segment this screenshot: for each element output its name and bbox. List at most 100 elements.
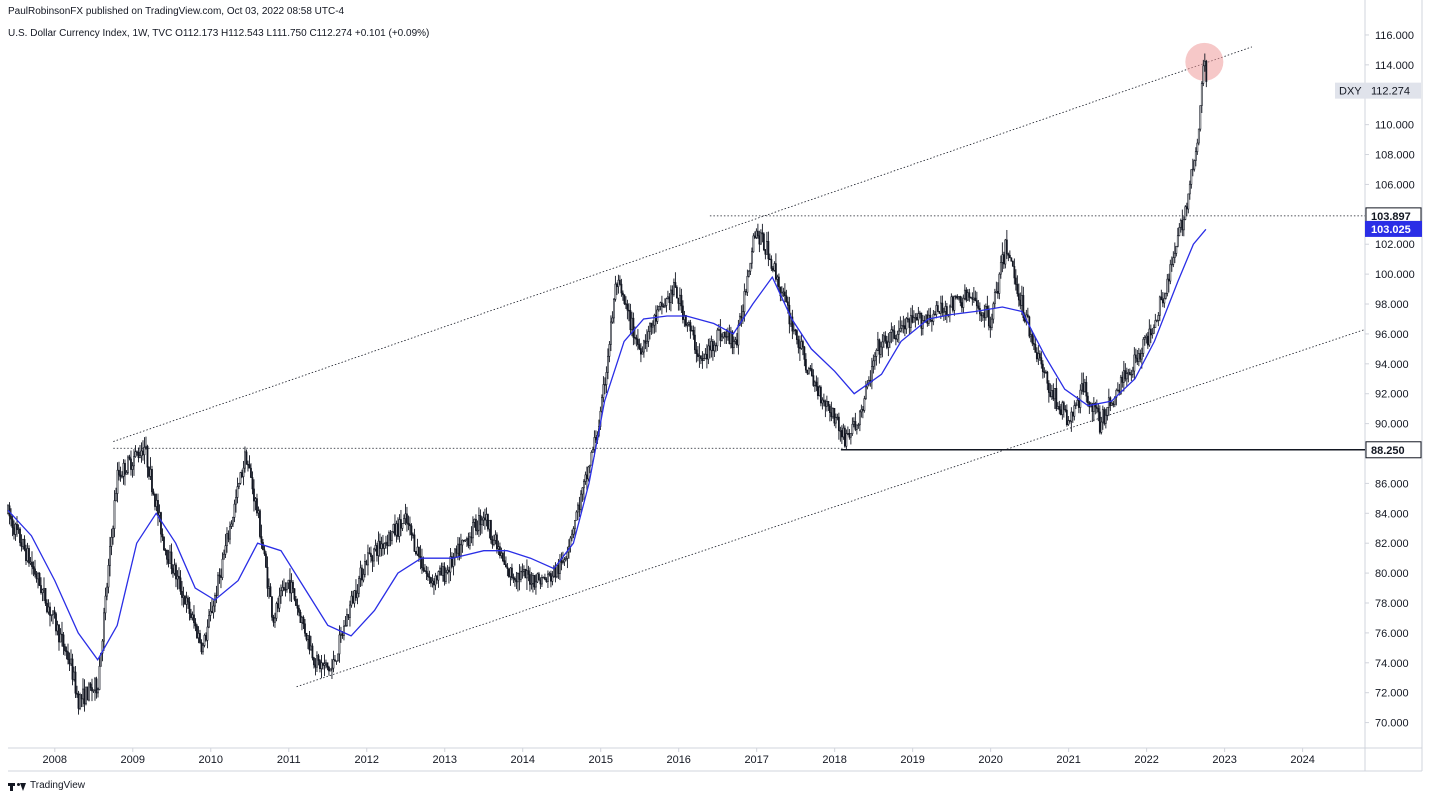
candle-body xyxy=(379,540,381,549)
candle-body xyxy=(127,456,129,473)
candle-body xyxy=(686,323,689,326)
candle-body xyxy=(960,302,963,308)
candle-body xyxy=(870,366,873,383)
candle-body xyxy=(767,241,770,260)
candle-body xyxy=(491,539,494,545)
candle-body xyxy=(705,353,708,360)
footer-brand[interactable]: TradingView xyxy=(8,780,85,791)
candle-body xyxy=(427,573,429,577)
candle-body xyxy=(460,544,462,557)
candle-body xyxy=(864,386,867,399)
candle-body xyxy=(917,313,920,321)
candle-body xyxy=(998,273,1001,294)
candle-body xyxy=(1166,278,1169,294)
candle-body xyxy=(364,561,366,575)
candle-body xyxy=(37,572,39,580)
candle-body xyxy=(584,474,587,482)
candle-body xyxy=(629,310,632,331)
candle-body xyxy=(875,349,878,357)
lower-channel[interactable] xyxy=(296,329,1366,688)
y-tick-label: 76.000 xyxy=(1375,628,1409,640)
candle-body xyxy=(1035,352,1038,360)
candle-body xyxy=(698,355,701,357)
candle-body xyxy=(362,574,365,581)
candle-body xyxy=(1079,389,1082,408)
candle-body xyxy=(23,539,26,550)
candle-body xyxy=(1134,354,1137,359)
candle-body xyxy=(713,344,716,352)
candle-body xyxy=(831,408,834,418)
candle-body xyxy=(79,694,81,709)
candle-body xyxy=(1041,363,1044,373)
candle-body xyxy=(1095,406,1098,409)
candle-body xyxy=(693,334,696,351)
candle-body xyxy=(227,533,230,540)
candle-body xyxy=(137,451,140,458)
candle-body xyxy=(969,297,972,299)
candle-body xyxy=(1085,382,1088,397)
candle-body xyxy=(370,553,372,557)
candle-body xyxy=(32,566,35,570)
candle-body xyxy=(448,569,450,573)
candle-body xyxy=(467,538,470,546)
y-tick-label: 98.000 xyxy=(1375,299,1409,311)
candle-body xyxy=(17,528,20,531)
candle-body xyxy=(265,553,267,568)
candle-body xyxy=(689,322,692,332)
candle-body xyxy=(316,655,318,668)
candle-body xyxy=(25,548,27,562)
candle-body xyxy=(1133,354,1136,372)
candle-body xyxy=(616,283,618,288)
candle-body xyxy=(794,329,797,332)
candle-body xyxy=(566,551,569,559)
candle-body xyxy=(302,617,305,625)
candle-body xyxy=(215,594,218,597)
candle-body xyxy=(184,595,186,605)
candle-body xyxy=(668,296,671,303)
candle-body xyxy=(251,477,254,490)
candle-body xyxy=(236,486,239,498)
candle-body xyxy=(203,634,206,646)
y-tick-label: 110.000 xyxy=(1375,120,1414,132)
candle-body xyxy=(401,523,404,529)
candle-body xyxy=(956,296,959,299)
candle-body xyxy=(1190,169,1193,185)
candle-body xyxy=(476,529,479,532)
candle-body xyxy=(310,645,312,651)
upper-channel[interactable] xyxy=(113,46,1253,442)
candle-body xyxy=(178,575,180,579)
candle-body xyxy=(442,566,444,576)
candle-body xyxy=(334,659,336,662)
candle-body xyxy=(89,683,92,688)
candle-body xyxy=(840,430,843,438)
candle-body xyxy=(145,445,147,448)
candle-body xyxy=(761,232,764,235)
candle-body xyxy=(1019,299,1022,306)
y-tick-label: 114.000 xyxy=(1375,60,1414,72)
candle-body xyxy=(795,330,798,340)
candle-body xyxy=(1130,373,1133,376)
candle-body xyxy=(792,329,795,332)
candle-body xyxy=(995,290,998,293)
candle-body xyxy=(720,336,723,341)
candle-body xyxy=(1194,151,1197,161)
candle-body xyxy=(620,283,623,294)
candle-body xyxy=(750,251,753,264)
candle-body xyxy=(699,355,702,359)
candle-body xyxy=(1004,239,1007,265)
candle-body xyxy=(797,339,800,348)
candle-body xyxy=(98,665,101,690)
y-tick-label: 82.000 xyxy=(1375,538,1409,550)
candle-body xyxy=(154,493,156,507)
candle-body xyxy=(565,558,567,561)
candle-body xyxy=(481,519,483,526)
candle-body xyxy=(716,329,719,347)
candle-body xyxy=(1103,409,1106,424)
candle-body xyxy=(431,580,434,584)
candle-body xyxy=(719,329,722,341)
candle-body xyxy=(338,634,341,655)
candle-body xyxy=(587,466,590,480)
candle-body xyxy=(682,305,684,320)
candle-body xyxy=(1160,296,1163,300)
